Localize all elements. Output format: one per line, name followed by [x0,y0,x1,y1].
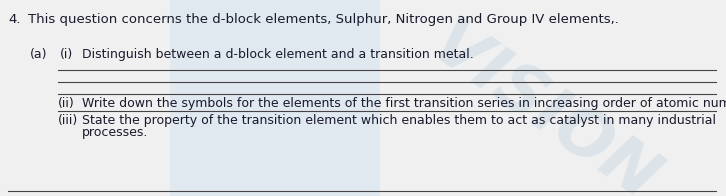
Bar [170,0,380,196]
Text: Distinguish between a d-block element and a transition metal.: Distinguish between a d-block element an… [82,48,474,61]
Text: 4.: 4. [8,13,20,26]
Text: (iii): (iii) [58,114,78,127]
Text: processes.: processes. [82,126,148,139]
Text: (i): (i) [60,48,73,61]
Text: State the property of the transition element which enables them to act as cataly: State the property of the transition ele… [82,114,716,127]
Text: This question concerns the d-block elements, Sulphur, Nitrogen and Group IV elem: This question concerns the d-block eleme… [28,13,619,26]
Text: (a): (a) [30,48,47,61]
Text: Write down the symbols for the elements of the first transition series in increa: Write down the symbols for the elements … [82,97,726,110]
Text: (ii): (ii) [58,97,75,110]
Text: VISION: VISION [418,12,671,196]
